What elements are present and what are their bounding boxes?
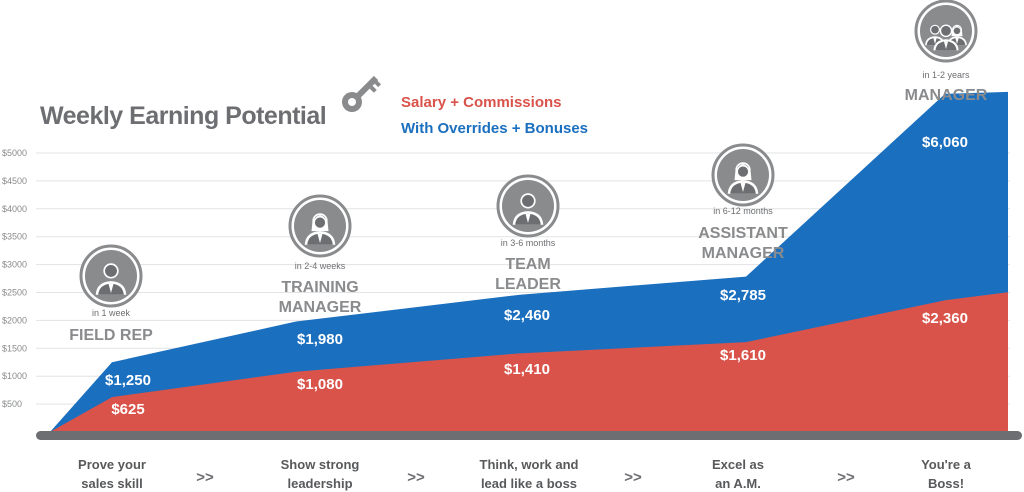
- stage-title: MANAGER: [279, 299, 362, 316]
- career-stages: in 1 week FIELD REP in 2-4 weeks TRAINING MA…: [69, 0, 988, 344]
- salary-value-label: $1,080: [297, 376, 343, 393]
- overrides-value-label: $6,060: [922, 134, 968, 151]
- step-description: lead like a boss: [481, 476, 577, 491]
- step-separator: >>: [407, 469, 425, 486]
- salary-value-label: $625: [111, 401, 144, 418]
- group-icon: [914, 0, 978, 63]
- y-tick-label: $5000: [2, 148, 27, 158]
- step-description: an A.M.: [715, 476, 761, 491]
- stage-time-label: in 1-2 years: [922, 70, 970, 80]
- data-areas: [36, 91, 1022, 440]
- overrides-value-label: $2,460: [504, 307, 550, 324]
- legend-overrides: With Overrides + Bonuses: [401, 120, 588, 137]
- stage-title: ASSISTANT: [698, 225, 788, 242]
- step-separator: >>: [624, 469, 642, 486]
- step-separator: >>: [837, 469, 855, 486]
- stage-title: TEAM: [505, 256, 550, 273]
- stage-title: TRAINING: [281, 279, 358, 296]
- y-tick-label: $4500: [2, 176, 27, 186]
- y-tick-label: $3000: [2, 260, 27, 270]
- y-axis-ticks: $5000 $4500 $4000 $3500 $3000 $2500 $2000 $1500…: [2, 148, 27, 409]
- salary-value-label: $2,360: [922, 310, 968, 327]
- man-suit-icon: [496, 174, 560, 238]
- value-labels: $1,250 $1,980 $2,460 $2,785 $6,060 $625 $1,080…: [105, 134, 968, 418]
- stage-time-label: in 3-6 months: [501, 238, 556, 248]
- stage-title: MANAGER: [702, 245, 785, 262]
- stage-title: MANAGER: [905, 87, 988, 104]
- y-tick-label: $2500: [2, 288, 27, 298]
- step-description: Think, work and: [480, 457, 579, 472]
- legend: Salary + Commissions With Overrides + Bon…: [342, 75, 588, 137]
- step-description: sales skill: [81, 476, 142, 491]
- man-tie-icon: [79, 244, 143, 308]
- y-tick-label: $500: [2, 399, 22, 409]
- step-descriptions: Prove your sales skill Show strong leadersh…: [78, 457, 972, 491]
- woman-icon: [288, 194, 352, 258]
- chart-title: Weekly Earning Potential: [40, 102, 326, 130]
- woman-suit-icon: [711, 143, 775, 207]
- step-description: You're a: [921, 457, 972, 472]
- stage-time-label: in 2-4 weeks: [295, 261, 346, 271]
- step-description: Prove your: [78, 457, 146, 472]
- stage-time-label: in 1 week: [92, 308, 131, 318]
- step-description: leadership: [287, 476, 352, 491]
- y-tick-label: $3500: [2, 232, 27, 242]
- salary-area: [50, 292, 1008, 432]
- y-tick-label: $1500: [2, 343, 27, 353]
- step-description: Boss!: [928, 476, 964, 491]
- stage-title: LEADER: [495, 276, 561, 293]
- overrides-value-label: $1,980: [297, 331, 343, 348]
- baseline-bar: [36, 431, 1022, 440]
- step-description: Excel as: [712, 457, 764, 472]
- overrides-value-label: $1,250: [105, 372, 151, 389]
- legend-salary: Salary + Commissions: [401, 94, 562, 111]
- stage-title: FIELD REP: [69, 327, 153, 344]
- overrides-value-label: $2,785: [720, 287, 766, 304]
- salary-value-label: $1,610: [720, 347, 766, 364]
- y-tick-label: $1000: [2, 371, 27, 381]
- salary-value-label: $1,410: [504, 361, 550, 378]
- y-tick-label: $2000: [2, 315, 27, 325]
- step-separator: >>: [196, 469, 214, 486]
- stage-time-label: in 6-12 months: [713, 206, 773, 216]
- step-description: Show strong: [281, 457, 360, 472]
- y-tick-label: $4000: [2, 204, 27, 214]
- key-icon: [342, 75, 381, 112]
